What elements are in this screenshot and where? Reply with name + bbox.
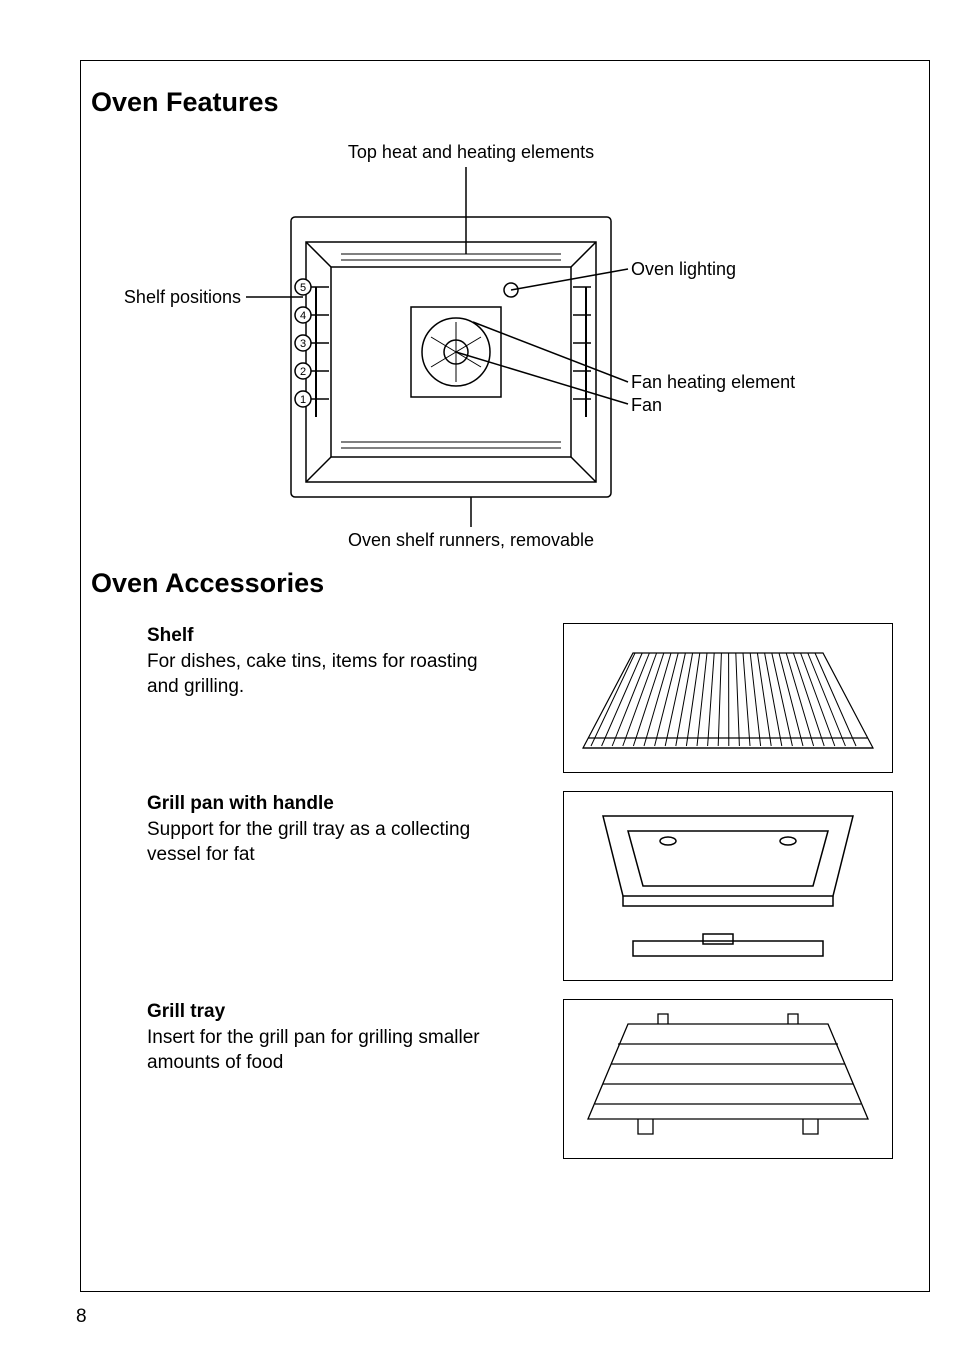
svg-text:3: 3 bbox=[300, 338, 306, 350]
section-title-features: Oven Features bbox=[91, 87, 893, 118]
page-number: 8 bbox=[76, 1306, 87, 1328]
accessory-image-wrap bbox=[507, 623, 893, 773]
grilltray-icon bbox=[573, 1009, 883, 1149]
svg-text:2: 2 bbox=[300, 366, 306, 378]
accessory-text: Shelf For dishes, cake tins, items for r… bbox=[91, 623, 507, 700]
accessory-text: Grill pan with handle Support for the gr… bbox=[91, 791, 507, 868]
svg-text:1: 1 bbox=[300, 394, 306, 406]
accessory-grillpan: Grill pan with handle Support for the gr… bbox=[91, 791, 893, 981]
accessory-grilltray: Grill tray Insert for the grill pan for … bbox=[91, 999, 893, 1159]
grillpan-icon bbox=[573, 801, 883, 971]
shelf-icon bbox=[573, 638, 883, 758]
accessory-image-box bbox=[563, 999, 893, 1159]
accessory-title: Grill tray bbox=[147, 1001, 225, 1022]
accessory-image-wrap bbox=[507, 999, 893, 1159]
svg-text:5: 5 bbox=[300, 282, 306, 294]
accessory-desc: Support for the grill tray as a collecti… bbox=[147, 819, 470, 866]
accessory-image-wrap bbox=[507, 791, 893, 981]
accessory-text: Grill tray Insert for the grill pan for … bbox=[91, 999, 507, 1076]
accessory-desc: Insert for the grill pan for grilling sm… bbox=[147, 1027, 480, 1074]
accessory-title: Grill pan with handle bbox=[147, 793, 334, 814]
svg-text:4: 4 bbox=[300, 310, 306, 322]
page: Oven Features Top heat and heating eleme… bbox=[0, 0, 954, 1352]
accessory-shelf: Shelf For dishes, cake tins, items for r… bbox=[91, 623, 893, 773]
accessories-list: Shelf For dishes, cake tins, items for r… bbox=[91, 623, 893, 1159]
accessory-image-box bbox=[563, 791, 893, 981]
accessory-title: Shelf bbox=[147, 625, 193, 646]
content-frame: Oven Features Top heat and heating eleme… bbox=[80, 60, 930, 1292]
oven-svg: 5 4 3 2 1 bbox=[91, 142, 851, 562]
section-title-accessories: Oven Accessories bbox=[91, 568, 893, 599]
oven-diagram: Top heat and heating elements Shelf posi… bbox=[91, 142, 893, 562]
accessory-desc: For dishes, cake tins, items for roastin… bbox=[147, 651, 478, 698]
accessory-image-box bbox=[563, 623, 893, 773]
